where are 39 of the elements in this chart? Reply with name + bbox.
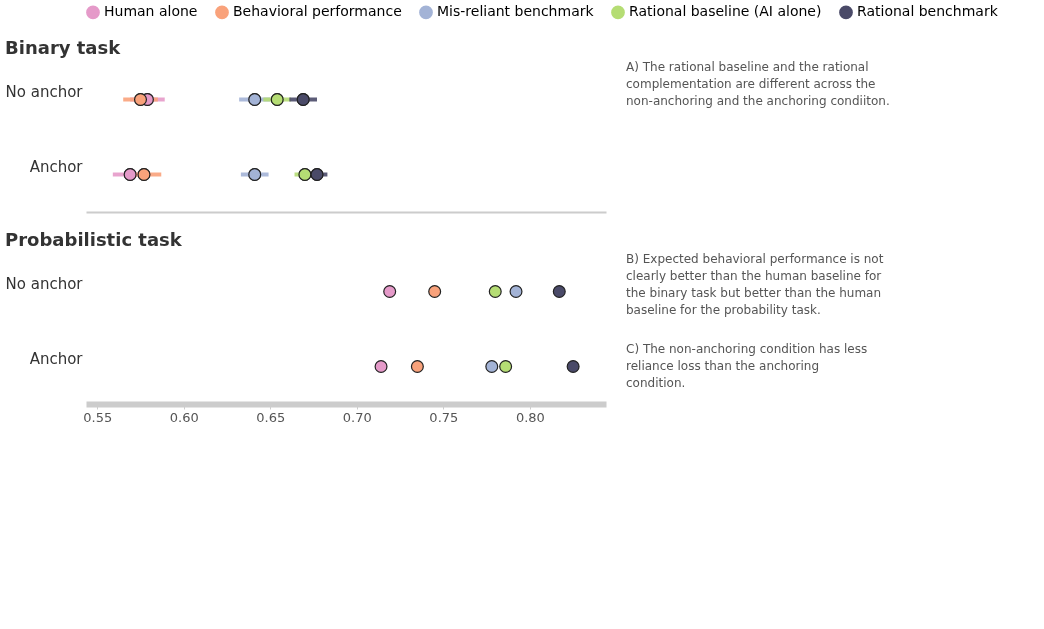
point — [566, 360, 580, 373]
chart-title: Probabilistic task — [5, 229, 183, 250]
y-tick-label: Anchor — [29, 157, 84, 176]
x-tick-label: 0.65 — [256, 409, 286, 425]
legend-label: Behavioral performance — [233, 3, 402, 20]
text: A) The rational baseline and the rational complementation are different across the non-anchoring and the anchoring condiiton. — [626, 60, 890, 108]
point — [552, 285, 566, 298]
point — [374, 360, 388, 373]
text: B) Expected behavioral performance is not clearly better than the human baseline for the binary task but better than the human baseline for the probability task. — [626, 252, 884, 317]
point — [485, 360, 499, 373]
point — [383, 285, 397, 298]
chart-title: Binary task — [5, 37, 122, 58]
point — [310, 168, 324, 181]
legend-label: Human alone — [104, 3, 198, 20]
point — [248, 168, 262, 181]
legend-label: Mis-reliant benchmark — [437, 3, 595, 20]
x-tick-label: 0.70 — [342, 409, 372, 425]
x-tick-label: 0.55 — [83, 409, 113, 425]
x-tick-label: 0.75 — [429, 409, 459, 425]
legend-label: Rational baseline (AI alone) — [629, 3, 822, 20]
point — [137, 168, 151, 181]
point — [296, 93, 310, 106]
x-tick-label: 0.60 — [169, 409, 199, 425]
point — [428, 285, 442, 298]
point — [410, 360, 424, 373]
point — [270, 93, 284, 106]
text: C) The non-anchoring condition has less reliance loss than the anchoring condition. — [626, 342, 868, 390]
y-tick-label: No anchor — [5, 275, 84, 293]
point — [133, 93, 148, 106]
point — [499, 360, 513, 373]
legend-label: Rational benchmark — [857, 3, 999, 20]
point — [298, 168, 312, 181]
point — [248, 93, 262, 106]
y-tick-label: Anchor — [29, 350, 84, 368]
point — [488, 285, 502, 298]
point — [123, 168, 137, 181]
point — [509, 285, 523, 298]
x-tick-label: 0.80 — [515, 409, 545, 425]
y-tick-label: No anchor — [5, 82, 84, 101]
